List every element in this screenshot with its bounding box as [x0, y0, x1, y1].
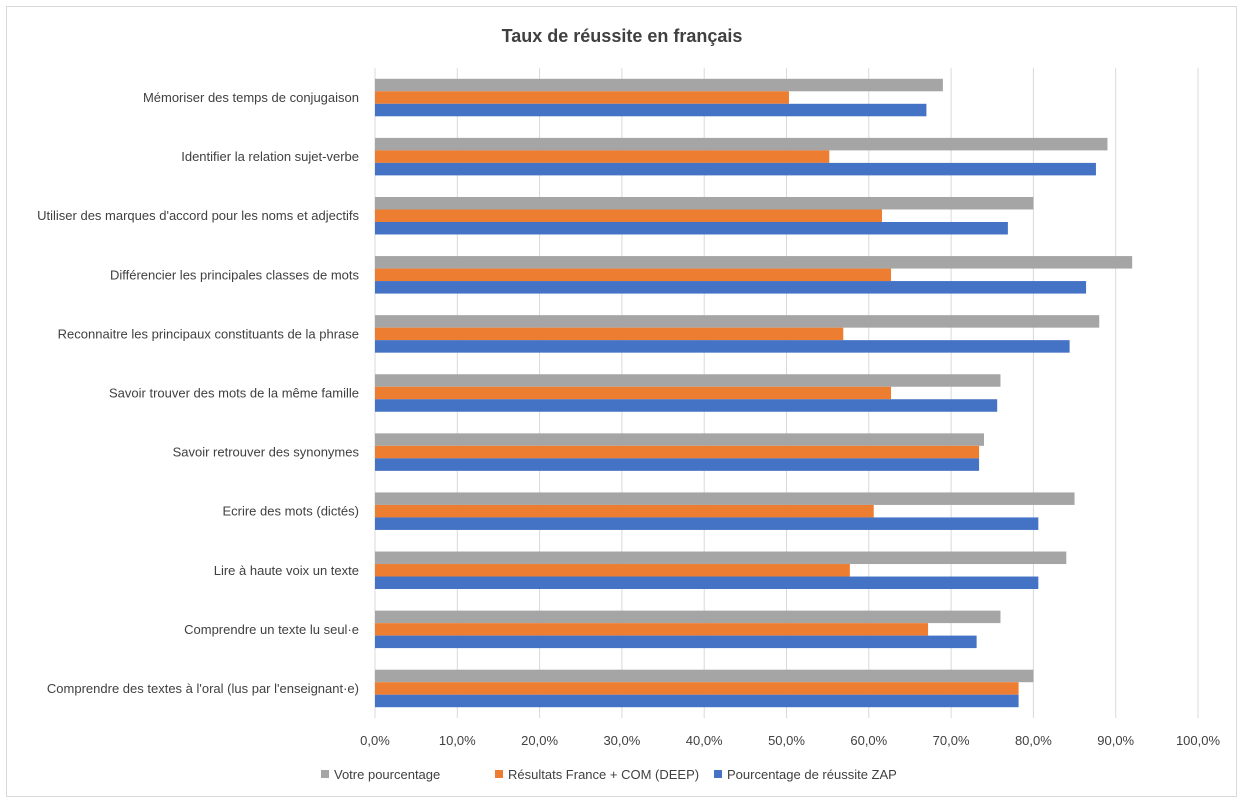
bar: [375, 327, 844, 341]
bar: [375, 162, 1096, 176]
bar: [375, 682, 1019, 695]
chart-title: Taux de réussite en français: [502, 26, 743, 46]
x-tick-label: 20,0%: [521, 733, 558, 748]
bar: [375, 433, 985, 446]
bar: [375, 694, 1019, 708]
bar: [375, 669, 1034, 683]
legend-swatch: [714, 770, 722, 778]
bar: [375, 78, 943, 92]
category-label: Reconnaitre les principaux constituants …: [58, 326, 359, 341]
bar: [375, 340, 1070, 353]
bar: [375, 386, 892, 400]
x-tick-label: 10,0%: [439, 733, 476, 748]
legend-swatch: [495, 770, 503, 778]
category-labels: Mémoriser des temps de conjugaison Identi…: [37, 90, 359, 696]
bars: [375, 78, 1133, 708]
bar: [375, 256, 1133, 269]
x-tick-label: 80,0%: [1015, 733, 1052, 748]
bar: [375, 281, 1087, 294]
category-label: Savoir trouver des mots de la même famil…: [109, 386, 359, 401]
bar: [375, 610, 1001, 624]
bar: [375, 315, 1100, 328]
category-label: Différencier les principales classes de …: [110, 267, 360, 282]
legend: Votre pourcentage Résultats France + COM …: [321, 767, 897, 782]
category-label: Ecrire des mots (dictés): [222, 504, 359, 519]
category-label: Mémoriser des temps de conjugaison: [143, 90, 359, 105]
category-label: Comprendre un texte lu seul·e: [184, 622, 359, 637]
bar: [375, 268, 892, 282]
bar: [375, 623, 929, 636]
x-tick-label: 50,0%: [768, 733, 805, 748]
legend-label: Votre pourcentage: [334, 767, 440, 782]
bar: [375, 504, 874, 518]
bar: [375, 103, 927, 117]
bar: [375, 150, 830, 163]
legend-swatch: [321, 770, 329, 778]
bar: [375, 458, 980, 471]
bar: [375, 91, 789, 104]
legend-label: Résultats France + COM (DEEP): [508, 767, 699, 782]
bar: [375, 635, 977, 649]
category-label: Lire à haute voix un texte: [214, 563, 359, 578]
category-label: Utiliser des marques d'accord pour les n…: [37, 208, 359, 223]
category-label: Identifier la relation sujet-verbe: [181, 149, 359, 164]
category-label: Savoir retrouver des synonymes: [173, 445, 360, 460]
bar: [375, 564, 850, 577]
bar: [375, 137, 1108, 151]
legend-label: Pourcentage de réussite ZAP: [727, 767, 897, 782]
x-tick-label: 30,0%: [603, 733, 640, 748]
bar: [375, 221, 1008, 235]
bar: [375, 576, 1039, 590]
x-tick-label: 60,0%: [850, 733, 887, 748]
x-tick-label: 0,0%: [360, 733, 390, 748]
x-tick-labels: 0,0% 10,0% 20,0% 30,0% 40,0% 50,0% 60,0% 70,0% 8…: [360, 733, 1220, 748]
x-tick-label: 100,0%: [1176, 733, 1221, 748]
bar: [375, 492, 1075, 505]
gridlines: [374, 68, 1199, 718]
category-label: Comprendre des textes à l'oral (lus par …: [47, 681, 359, 696]
x-tick-label: 90,0%: [1097, 733, 1134, 748]
bar: [375, 551, 1067, 565]
bar: [375, 445, 980, 459]
x-tick-label: 40,0%: [686, 733, 723, 748]
bar: [375, 517, 1039, 530]
bar: [375, 196, 1034, 210]
bar: [375, 374, 1001, 387]
x-tick-label: 70,0%: [933, 733, 970, 748]
bar: [375, 209, 882, 222]
bar: [375, 399, 998, 412]
